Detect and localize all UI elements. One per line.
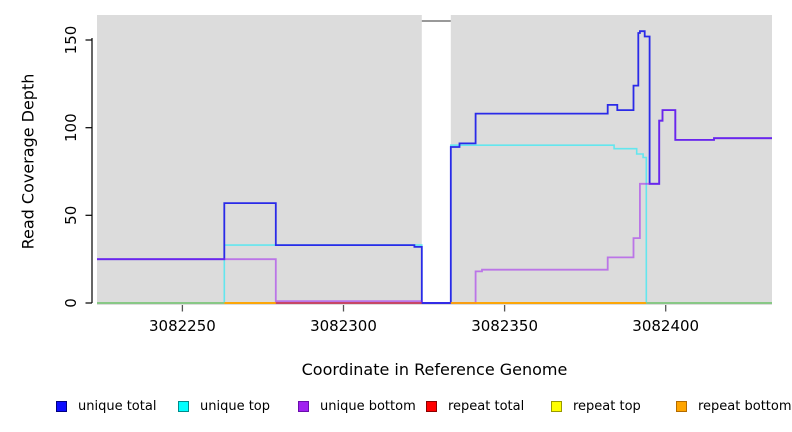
- x-tick-label: 3082300: [310, 317, 377, 335]
- x-axis-label: Coordinate in Reference Genome: [301, 360, 568, 379]
- x-tick-label: 3082350: [471, 317, 538, 335]
- legend-swatch-unique-total: [56, 400, 67, 412]
- y-axis-label: Read Coverage Depth: [18, 73, 38, 250]
- legend-label: unique total: [78, 398, 157, 414]
- legend-label: repeat top: [573, 398, 641, 414]
- legend-item-repeat-total: repeat total: [426, 396, 524, 416]
- legend-swatch-unique-bottom: [298, 400, 309, 412]
- legend-label: unique top: [200, 398, 271, 414]
- plot-legend: unique total unique top unique bottom re…: [0, 396, 792, 420]
- legend-swatch-repeat-total: [426, 400, 437, 412]
- y-tick-label: 0: [62, 298, 80, 308]
- legend-item-repeat-top: repeat top: [551, 396, 641, 416]
- legend-label: repeat total: [448, 398, 525, 414]
- legend-item-unique-bottom: unique bottom: [298, 396, 416, 416]
- legend-swatch-repeat-top: [551, 400, 562, 412]
- y-tick-label: 100: [62, 113, 80, 142]
- gap-mask: [421, 8, 451, 304]
- legend-label: repeat bottom: [698, 398, 792, 414]
- legend-swatch-unique-top: [178, 400, 189, 412]
- y-tick-label: 50: [62, 206, 80, 225]
- legend-item-repeat-bottom: repeat bottom: [676, 396, 792, 416]
- x-tick-label: 3082250: [149, 317, 216, 335]
- legend-item-unique-top: unique top: [178, 396, 270, 416]
- x-tick-label: 3082400: [632, 317, 699, 335]
- y-tick-label: 150: [62, 26, 80, 55]
- legend-label: unique bottom: [320, 398, 416, 414]
- legend-swatch-repeat-bottom: [676, 400, 687, 412]
- legend-item-unique-total: unique total: [56, 396, 156, 416]
